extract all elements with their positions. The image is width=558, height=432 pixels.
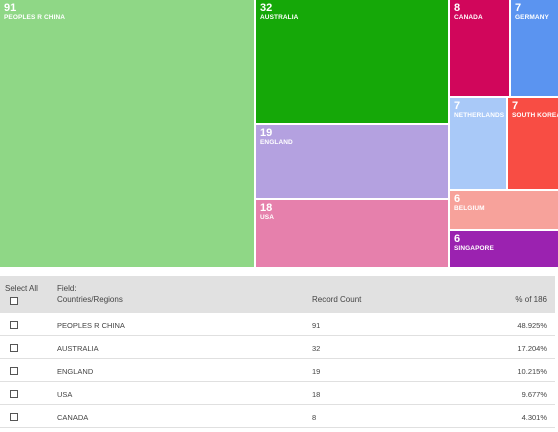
tile-label: SOUTH KOREA [512,112,558,119]
tile-count: 8 [454,2,461,14]
tile-label: NETHERLANDS [454,112,505,119]
field-name-header: Countries/Regions [57,295,123,304]
count-cell: 91 [312,321,321,330]
table-row: USA 18 9.677% [0,382,555,405]
table-header: Select All Field: Countries/Regions Reco… [0,276,555,313]
tile-count: 6 [454,233,461,245]
count-cell: 8 [312,413,317,422]
tile-count: 7 [454,100,461,112]
percent-header[interactable]: % of 186 [515,295,547,304]
treemap-tile-canada[interactable]: 8 CANADA [450,0,509,96]
record-count-header[interactable]: Record Count [312,295,362,304]
tile-label: ENGLAND [260,139,293,146]
country-cell: USA [57,390,73,399]
percent-cell: 48.925% [517,321,547,330]
count-cell: 18 [312,390,321,399]
country-cell: ENGLAND [57,367,94,376]
field-label: Field: [57,284,77,293]
tile-count: 91 [4,2,17,14]
country-cell: CANADA [57,413,89,422]
table-row: AUSTRALIA 32 17.204% [0,336,555,359]
row-checkbox[interactable] [10,344,18,352]
table-body: PEOPLES R CHINA 91 48.925% AUSTRALIA 32 17.20… [0,313,555,428]
row-checkbox[interactable] [10,367,18,375]
table-row: CANADA 8 4.301% [0,405,555,428]
tile-label: CANADA [454,14,483,21]
country-cell: AUSTRALIA [57,344,99,353]
percent-cell: 9.677% [521,390,547,399]
tile-label: AUSTRALIA [260,14,299,21]
tile-count: 32 [260,2,273,14]
row-checkbox[interactable] [10,413,18,421]
results-table: Select All Field: Countries/Regions Reco… [0,276,555,428]
select-all-label: Select All [5,284,38,293]
treemap-tile-belgium[interactable]: 6 BELGIUM [450,191,558,229]
row-checkbox[interactable] [10,321,18,329]
tile-label: USA [260,214,275,221]
treemap-tile-germany[interactable]: 7 GERMANY [511,0,558,96]
treemap-tile-england[interactable]: 19 ENGLAND [256,125,448,198]
percent-cell: 17.204% [517,344,547,353]
count-cell: 19 [312,367,321,376]
percent-cell: 10.215% [517,367,547,376]
treemap-tile-south-korea[interactable]: 7 SOUTH KOREA [508,98,558,189]
treemap-tile-netherlands[interactable]: 7 NETHERLANDS [450,98,506,189]
tile-count: 18 [260,202,273,214]
count-cell: 32 [312,344,321,353]
select-all-checkbox[interactable] [10,297,18,305]
tile-count: 7 [515,2,522,14]
treemap-tile-australia[interactable]: 32 AUSTRALIA [256,0,448,123]
treemap-tile-peoples-r-china[interactable]: 91 PEOPLES R CHINA [0,0,254,267]
tile-count: 19 [260,127,273,139]
country-cell: PEOPLES R CHINA [57,321,125,330]
tile-label: PEOPLES R CHINA [4,14,66,21]
tile-count: 7 [512,100,519,112]
table-row: ENGLAND 19 10.215% [0,359,555,382]
treemap-chart: 91 PEOPLES R CHINA 32 AUSTRALIA 19 ENGLAND 18 U… [0,0,558,267]
table-row: PEOPLES R CHINA 91 48.925% [0,313,555,336]
percent-cell: 4.301% [521,413,547,422]
tile-label: GERMANY [515,14,549,21]
tile-label: SINGAPORE [454,245,494,252]
treemap-tile-usa[interactable]: 18 USA [256,200,448,267]
tile-label: BELGIUM [454,205,485,212]
treemap-tile-singapore[interactable]: 6 SINGAPORE [450,231,558,267]
tile-count: 6 [454,193,461,205]
row-checkbox[interactable] [10,390,18,398]
